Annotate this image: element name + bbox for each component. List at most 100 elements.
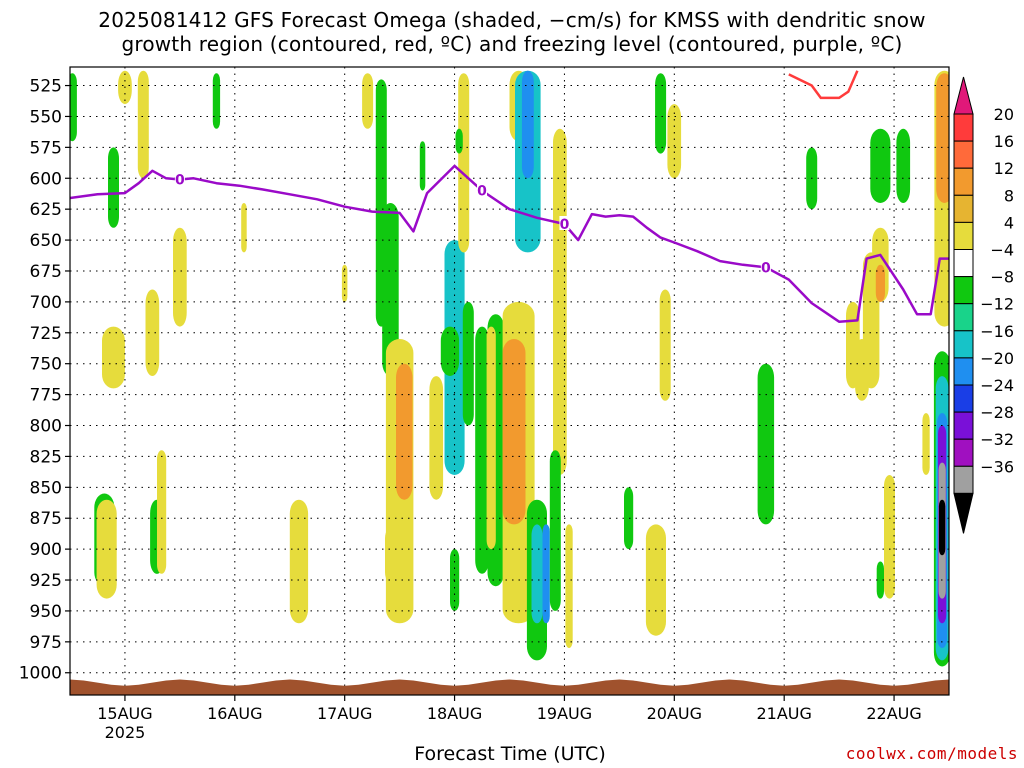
omega-region-29 — [475, 326, 489, 574]
colorbar-swatch-6 — [953, 276, 974, 305]
omega-region-15 — [362, 73, 374, 129]
freezing-level-label-2: 0 — [560, 217, 570, 233]
omega-region-57 — [896, 128, 911, 203]
omega-region-36 — [521, 70, 534, 179]
omega-region-42 — [565, 524, 573, 648]
x-axis-title: Forecast Time (UTC) — [414, 743, 606, 765]
freezing-label-bg-0 — [174, 171, 185, 186]
omega-region-45 — [655, 73, 667, 154]
y-tick-label-800: 800 — [30, 417, 62, 437]
omega-region-59 — [922, 413, 930, 475]
colorbar-label-4: 4 — [1004, 213, 1014, 232]
omega-region-6 — [137, 70, 149, 179]
omega-region-1 — [108, 147, 119, 228]
y-tick-label-875: 875 — [30, 509, 62, 529]
colorbar-swatch-0 — [953, 113, 974, 142]
omega-region-41 — [549, 450, 561, 611]
omega-region-31 — [486, 326, 496, 550]
omega-region-2 — [102, 326, 125, 389]
omega-region-19 — [385, 524, 406, 587]
omega-region-56 — [870, 128, 891, 203]
omega-region-17 — [382, 203, 399, 377]
chart-title-line-2: growth region (contoured, red, ºC) and f… — [121, 32, 903, 56]
freezing-level-label-1: 0 — [477, 184, 487, 200]
omega-region-40 — [553, 128, 567, 475]
colorbar-label-0: 20 — [994, 105, 1014, 124]
colorbar-label-3: 8 — [1004, 186, 1014, 205]
omega-region-46 — [659, 289, 671, 401]
omega-region-20 — [396, 363, 413, 500]
omega-region-47 — [667, 104, 682, 179]
colorbar-label-10: −24 — [980, 376, 1014, 395]
freezing-label-bg-1 — [477, 182, 488, 197]
freezing-label-bg-2 — [559, 216, 570, 230]
x-tick-label-20AUG: 20AUG — [647, 704, 702, 723]
omega-region-26 — [455, 128, 463, 154]
plot-frame — [69, 66, 950, 696]
colorbar-top-arrow — [953, 76, 974, 115]
x-tick-label-21AUG: 21AUG — [756, 704, 811, 723]
omega-region-68 — [951, 562, 957, 649]
colorbar-swatch-3 — [953, 194, 974, 223]
colorbar-swatch-7 — [953, 303, 974, 332]
y-tick-label-975: 975 — [30, 633, 62, 653]
y-tick-label-675: 675 — [30, 262, 62, 282]
omega-region-55 — [875, 264, 885, 302]
y-tick-label-700: 700 — [30, 293, 62, 313]
x-tick-label-18AUG: 18AUG — [427, 704, 482, 723]
y-tick-label-825: 825 — [30, 447, 62, 467]
y-tick-label-525: 525 — [30, 77, 62, 97]
chart-title-line-1: 2025081412 GFS Forecast Omega (shaded, −… — [98, 8, 926, 32]
omega-region-48 — [757, 363, 775, 525]
colorbar-swatch-13 — [953, 465, 974, 494]
colorbar-label-2: 12 — [994, 159, 1014, 178]
source-credit: coolwx.com/models — [845, 744, 1018, 763]
dendritic-growth-contour — [788, 70, 859, 100]
colorbar-swatch-1 — [953, 140, 974, 169]
omega-region-14 — [341, 264, 348, 302]
colorbar-label-6: −8 — [990, 268, 1014, 287]
omega-region-50 — [884, 475, 895, 599]
y-tick-label-550: 550 — [30, 107, 62, 127]
colorbar-swatch-10 — [953, 384, 974, 413]
colorbar-label-9: −20 — [980, 349, 1014, 368]
ground-surface — [70, 679, 949, 695]
colorbar-label-5: −4 — [990, 241, 1014, 260]
y-tick-label-925: 925 — [30, 571, 62, 591]
y-tick-label-775: 775 — [30, 386, 62, 406]
colorbar-label-7: −12 — [980, 295, 1014, 314]
y-tick-label-575: 575 — [30, 138, 62, 158]
colorbar-swatch-4 — [953, 221, 974, 250]
freezing-label-bg-3 — [760, 259, 771, 274]
omega-region-0 — [70, 73, 77, 142]
x-tick-year-label: 2025 — [105, 723, 146, 742]
freezing-level-label-3: 0 — [761, 260, 771, 276]
omega-region-61 — [936, 73, 949, 203]
y-tick-label-850: 850 — [30, 478, 62, 498]
freezing-level-label-0: 0 — [175, 172, 185, 188]
colorbar-label-13: −36 — [980, 457, 1014, 476]
colorbar-bottom-arrow — [953, 492, 974, 534]
omega-region-28 — [462, 301, 474, 426]
omega-region-24 — [440, 326, 460, 376]
omega-region-67 — [938, 499, 946, 556]
omega-region-25 — [458, 73, 470, 253]
omega-region-43 — [624, 487, 634, 550]
omega-region-38 — [531, 524, 543, 624]
colorbar-label-8: −16 — [980, 322, 1014, 341]
freezing-level-line — [70, 164, 949, 323]
y-tick-label-625: 625 — [30, 200, 62, 220]
y-tick-label-600: 600 — [30, 169, 62, 189]
omega-region-39 — [542, 524, 550, 624]
colorbar-label-12: −32 — [980, 430, 1014, 449]
omega-region-33 — [502, 339, 526, 525]
colorbar-swatch-12 — [953, 438, 974, 467]
colorbar-label-11: −28 — [980, 403, 1014, 422]
omega-region-21 — [419, 141, 426, 191]
omega-region-9 — [157, 450, 167, 574]
x-tick-label-19AUG: 19AUG — [537, 704, 592, 723]
x-tick-label-16AUG: 16AUG — [207, 704, 262, 723]
omega-region-58 — [876, 561, 884, 599]
y-tick-label-1000: 1000 — [19, 664, 62, 684]
